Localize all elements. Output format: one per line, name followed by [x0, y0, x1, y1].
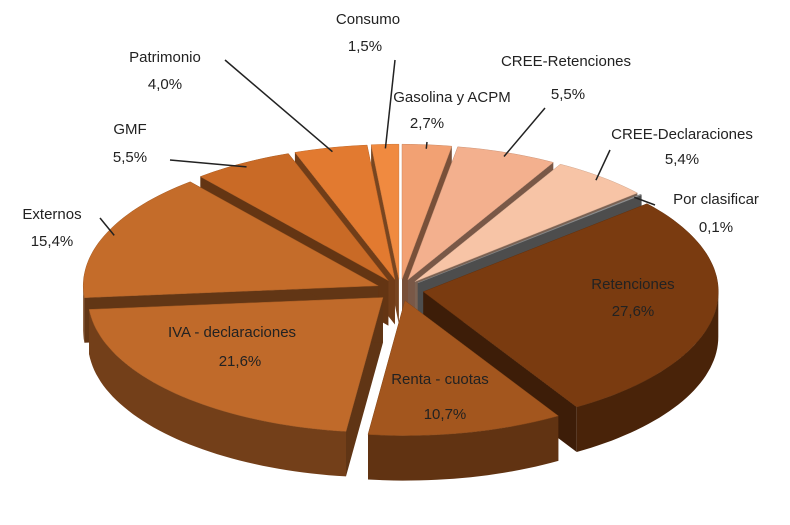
slice-side	[89, 309, 346, 477]
leader-line	[634, 196, 656, 206]
slice-label: Consumo	[336, 11, 400, 28]
slice	[367, 300, 559, 481]
slice-top	[414, 163, 639, 282]
slice-top	[82, 181, 380, 298]
value-label: 27,6%	[612, 303, 655, 320]
slice-label: Externos	[22, 206, 81, 223]
leader-line	[169, 159, 247, 168]
value-label: 4,0%	[148, 76, 182, 93]
slice-label: Retenciones	[591, 276, 674, 293]
value-label: 10,7%	[424, 406, 467, 423]
slice-top	[199, 153, 389, 281]
value-label: 0,1%	[699, 219, 733, 236]
leader-line	[595, 149, 611, 181]
slice-top	[422, 203, 719, 408]
value-label: 15,4%	[31, 233, 74, 250]
slice-label: GMF	[113, 121, 146, 138]
leader-line	[99, 217, 115, 236]
slice-label: Renta - cuotas	[391, 371, 489, 388]
value-label: 1,5%	[348, 38, 382, 55]
leader-line	[384, 59, 396, 149]
slice-side	[83, 285, 85, 343]
slice-side	[368, 415, 559, 481]
slice-label: CREE-Retenciones	[501, 53, 631, 70]
value-label: 5,4%	[665, 151, 699, 168]
slice-top	[417, 194, 643, 284]
value-label: 2,7%	[410, 115, 444, 132]
leader-line	[224, 59, 333, 153]
leader-line	[503, 107, 546, 157]
value-label: 21,6%	[219, 353, 262, 370]
slice-top	[88, 297, 384, 432]
slice	[88, 297, 384, 477]
value-label: 5,5%	[551, 86, 585, 103]
slice-top	[367, 300, 559, 436]
slice-top	[370, 143, 400, 280]
slice-label: Gasolina y ACPM	[393, 89, 511, 106]
slice-label: Por clasificar	[673, 191, 759, 208]
slice-top	[294, 144, 396, 280]
value-label: 5,5%	[113, 149, 147, 166]
slice-side	[576, 291, 719, 452]
leader-line	[425, 141, 428, 149]
slice-label: IVA - declaraciones	[168, 324, 296, 341]
slice-label: Patrimonio	[129, 49, 201, 66]
slice-label: CREE-Declaraciones	[611, 126, 753, 143]
